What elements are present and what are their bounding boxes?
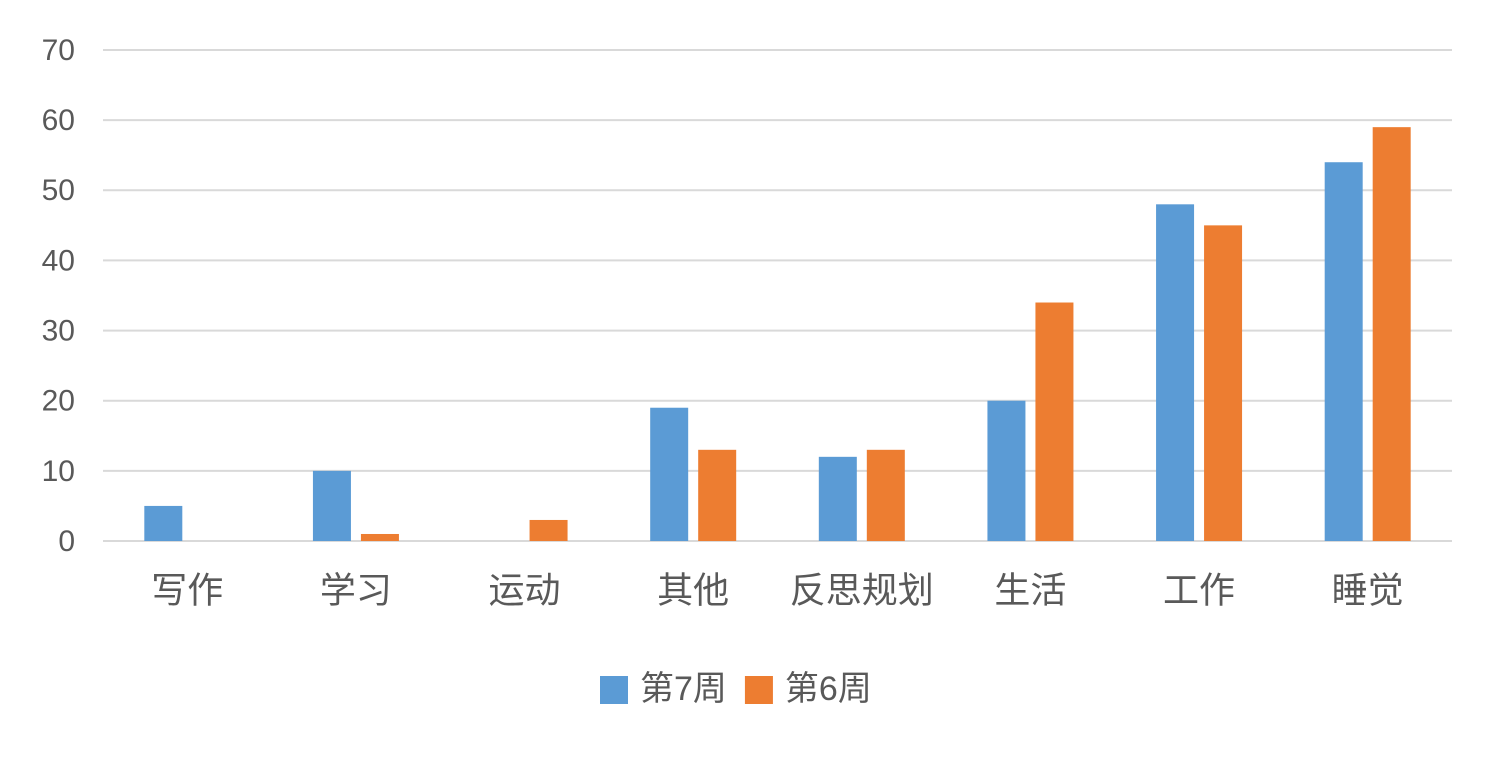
bar: [698, 449, 737, 541]
y-tick-label: 70: [42, 34, 75, 67]
x-tick-label: 睡觉: [1332, 570, 1404, 611]
bar: [818, 456, 857, 541]
y-tick-label: 20: [42, 385, 75, 418]
bar: [1156, 204, 1195, 542]
x-tick-label: 反思规划: [790, 570, 934, 611]
y-tick-label: 30: [42, 314, 75, 347]
bar: [1372, 127, 1411, 542]
y-tick-label: 10: [42, 455, 75, 488]
x-tick-label: 学习: [320, 570, 392, 611]
x-tick-label: 生活: [994, 570, 1066, 611]
x-tick-label: 写作: [151, 570, 223, 611]
bar: [650, 407, 689, 541]
x-tick-label: 运动: [489, 570, 561, 611]
bar: [866, 449, 905, 541]
legend-label: 第7周: [640, 670, 727, 708]
bar: [144, 505, 183, 541]
bar: [1204, 225, 1243, 541]
bar: [987, 400, 1026, 541]
y-tick-label: 50: [42, 174, 75, 207]
y-tick-label: 0: [58, 525, 75, 558]
bar: [1035, 302, 1074, 541]
bar: [529, 519, 568, 541]
bar: [312, 470, 351, 541]
x-tick-label: 其他: [657, 570, 729, 611]
y-tick-label: 60: [42, 104, 75, 137]
legend-label: 第6周: [785, 670, 872, 708]
bar: [360, 533, 399, 541]
y-tick-label: 40: [42, 244, 75, 277]
legend-swatch: [600, 676, 628, 704]
x-tick-label: 工作: [1163, 570, 1235, 611]
legend-swatch: [744, 676, 773, 704]
bar: [1324, 162, 1363, 541]
